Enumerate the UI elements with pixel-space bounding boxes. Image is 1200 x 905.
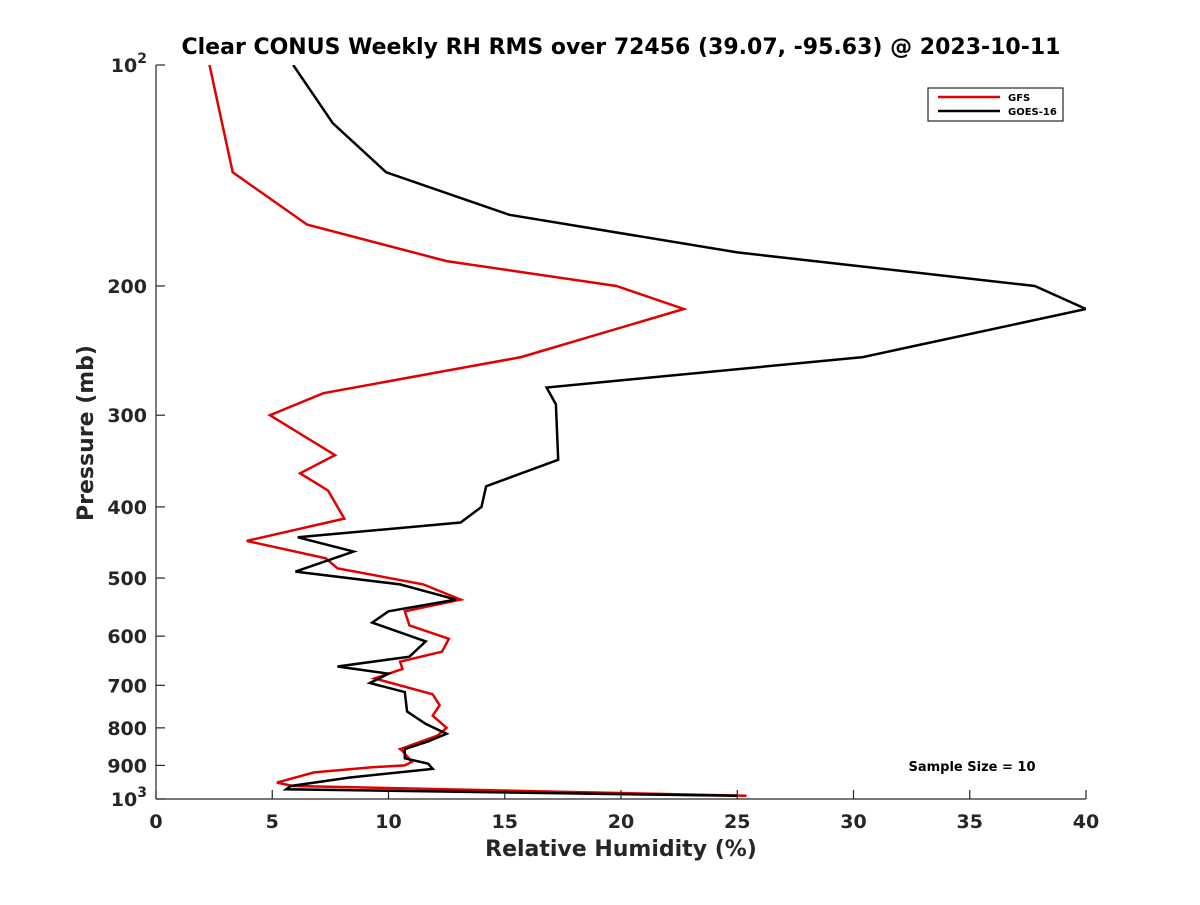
y-tick-label: 500	[107, 568, 147, 590]
x-tick-label: 10	[375, 811, 401, 833]
y-tick-label: 400	[107, 497, 147, 519]
legend-label-gfs: GFS	[1008, 93, 1030, 104]
x-tick-label: 0	[149, 811, 162, 833]
legend-box	[927, 87, 1064, 122]
y-tick-label: 900	[107, 755, 147, 777]
y-tick-label: 103	[111, 785, 147, 811]
series-line-gfs	[208, 65, 747, 798]
y-tick-label: 600	[107, 626, 147, 648]
legend-label-goes-16: GOES-16	[1008, 107, 1057, 118]
plot-area: 0 5 10 15 20 25 30 35 40 102 200 300 400 500 600 700 800…	[107, 51, 1099, 833]
x-tick-label: 30	[840, 811, 866, 833]
x-axis-label: Relative Humidity (%)	[485, 837, 757, 862]
y-tick-label: 200	[107, 276, 147, 298]
x-tick-label: 25	[724, 811, 750, 833]
y-axis-label: Pressure (mb)	[74, 345, 99, 521]
sample-size-annotation: Sample Size = 10	[908, 760, 1035, 775]
y-tick-label: 102	[111, 51, 147, 77]
x-tick-label: 40	[1073, 811, 1099, 833]
y-tick-label: 800	[107, 718, 147, 740]
y-tick-label: 700	[107, 675, 147, 697]
x-tick-label: 35	[957, 811, 983, 833]
series-line-goes-16	[282, 65, 1086, 798]
x-tick-label: 15	[492, 811, 518, 833]
y-tick-label: 300	[107, 405, 147, 427]
x-tick-label: 20	[608, 811, 634, 833]
x-tick-label: 5	[266, 811, 279, 833]
chart-title: Clear CONUS Weekly RH RMS over 72456 (39…	[182, 35, 1061, 60]
